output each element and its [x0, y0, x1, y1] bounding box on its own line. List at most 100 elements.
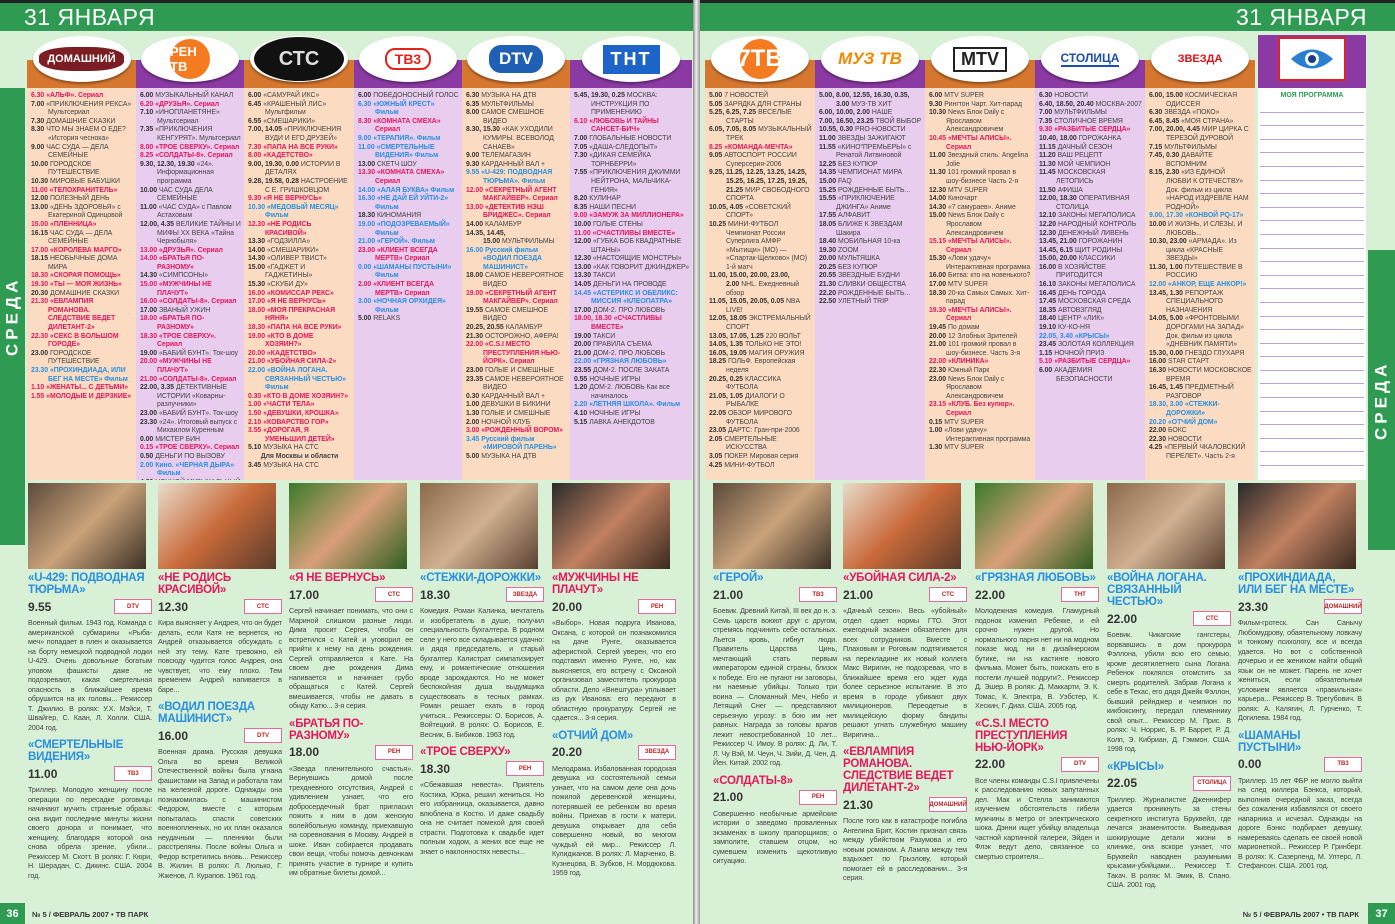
schedule-item[interactable]: 10.30, 23.00 «АРМАДА». Из цикла «КРАСНЫЕ …	[1149, 238, 1252, 264]
schedule-item[interactable]: 10.30 МИРОВЫЕ БАБУШКИ	[31, 178, 133, 187]
schedule-item[interactable]: 14.00 «АЛАЯ БУКВА» Фильм	[358, 187, 459, 196]
schedule-item[interactable]: 0.15 «ТРОЕ СВЕРХУ». Сериал	[140, 444, 241, 453]
schedule-item[interactable]: 18.30 «ПАПА НА ВСЕ РУКИ»	[248, 324, 351, 333]
schedule-item[interactable]: 22.20 РОЖДЕННЫЕ БЫТЬ...	[819, 290, 922, 299]
schedule-item[interactable]: 16.30 НОВОСТИ МОСКОВСКОЕ ВРЕМЯ	[1149, 367, 1252, 384]
schedule-item[interactable]: 18.30 «СКОРАЯ ПОМОЩЬ»	[31, 272, 133, 281]
schedule-item[interactable]: 20.25 БЕЗ КУПЮР	[819, 264, 922, 273]
channel-logo[interactable]: 7ТВ	[711, 36, 809, 82]
schedule-item[interactable]: 21.00 «СОЛДАТЫ-8». Сериал	[140, 376, 241, 385]
schedule-item[interactable]: 18.30 КИНОМАНИЯ	[358, 212, 459, 221]
schedule-item[interactable]: 18.15 НЕОБЫЧНЫЕ ДОМА МИРА	[31, 255, 133, 272]
schedule-item[interactable]: 0.00 «ШАМАНЫ ПУСТЫНИ» Фильм	[358, 264, 459, 281]
schedule-item[interactable]: 23.35 САМОЕ НЕВЕРОЯТНОЕ ВИДЕО	[466, 376, 567, 393]
my-program-line[interactable]	[1260, 398, 1364, 412]
schedule-item[interactable]: 9.00 ЧАС СУДА — ДЕЛА СЕМЕЙНЫЕ	[31, 144, 133, 161]
schedule-item[interactable]: 9.55 «U-429: ПОДВОДНАЯ ТЮРЬМА». Фильм	[466, 169, 567, 186]
schedule-item[interactable]: 23.30 «ПРОХИНДИАДА, ИЛИ БЕГ НА МЕСТЕ» Фил…	[31, 367, 133, 384]
schedule-item[interactable]: 8.25 «СОЛДАТЫ-8». Сериал	[140, 152, 241, 161]
schedule-item[interactable]: 11.20 ВАШ РЕЦЕПТ	[1039, 152, 1142, 161]
schedule-item[interactable]: 23.15 «КЛУБ. Без купюр». Сериал	[929, 401, 1032, 418]
schedule-item[interactable]: 6.35 МУЛЬТФИЛЬМЫ	[466, 101, 567, 110]
review-title[interactable]: «СТЕЖКИ-ДОРОЖКИ»	[420, 572, 541, 584]
schedule-item[interactable]: 0.30 «КТО В ДОМЕ ХОЗЯИН?»	[248, 393, 351, 402]
schedule-item[interactable]: 2.10 «КОВАРСТВО ГОР»	[248, 419, 351, 428]
schedule-item[interactable]: 14.45, 6.15 ЩИТ РОДИНЫ	[1039, 247, 1142, 256]
schedule-item[interactable]: 18.40 МОБИЛЬНАЯ 10-ка	[819, 238, 922, 247]
my-program-line[interactable]	[1260, 452, 1364, 467]
schedule-item[interactable]: 3.55 «ДОРОГАЯ, Я УМЕНЬШИЛ ДЕТЕЙ»	[248, 427, 351, 444]
schedule-item[interactable]: 15.55 «ПРИКЛЮЧЕНИЕ ДЖИНГА» Аниме	[819, 195, 922, 212]
review-title[interactable]: «УБОЙНАЯ СИЛА-2»	[843, 572, 957, 584]
schedule-item[interactable]: 11.00 «СМЕРТЕЛЬНЫЕ ВИДЕНИЯ» Фильм	[358, 144, 459, 161]
schedule-item[interactable]: 18.00 САМОЕ НЕВЕРОЯТНОЕ ВИДЕО	[466, 272, 567, 289]
schedule-item[interactable]: 13.00 «ДЕНЬ ЗДОРОВЬЯ» с Екатериной Одинцо…	[31, 204, 133, 221]
schedule-item[interactable]: 15.15 «МЕЧТЫ АЛИСЫ». Сериал	[929, 238, 1032, 255]
schedule-item[interactable]: 20.25, 0.25 КЛАССИКА ФУТБОЛА	[709, 376, 812, 393]
schedule-item[interactable]: 6.00 МУЗЫКАЛЬНЫЙ КАНАЛ	[140, 92, 241, 101]
schedule-item[interactable]: 5.10 МУЗЫКА НА СТС	[248, 444, 351, 453]
my-program-line[interactable]	[1260, 289, 1364, 303]
schedule-item[interactable]: 6.00 MTV SUPER	[929, 92, 1032, 101]
review-title[interactable]: «МУЖЧИНЫ НЕ ПЛАЧУТ»	[552, 572, 639, 596]
schedule-item[interactable]: 9.25, 11.25, 12.25, 13.25, 14.25, 15.25,…	[709, 169, 812, 203]
schedule-item[interactable]: 7.45, 0.30 ДАВАЙТЕ ВСПОМНИМ	[1149, 152, 1252, 169]
schedule-item[interactable]: 20.00 «КАДЕТСТВО»	[248, 350, 351, 359]
schedule-item[interactable]: 7.00 ГЛОБАЛЬНЫЕ НОВОСТИ	[574, 135, 689, 144]
schedule-item[interactable]: 22.30 «СЕКС В БОЛЬШОМ ГОРОДЕ»	[31, 333, 133, 350]
my-program-line[interactable]	[1260, 262, 1364, 276]
schedule-item[interactable]: 14.35 ЧЕМПИОНАТ МИРА	[819, 169, 922, 178]
schedule-item[interactable]: 8.00 «ТРОЕ СВЕРХУ». Сериал	[140, 144, 241, 153]
schedule-item[interactable]: 1.20 ДОМ-2. ЛЮБОВЬ Как все начиналось	[574, 384, 689, 401]
schedule-item[interactable]: 7.05 «ДАША-СЛЕДОПЫТ»	[574, 144, 689, 153]
schedule-item[interactable]: 21.00 101 громкий провал в шоу-бизнесе. Ч…	[929, 341, 1032, 358]
schedule-item[interactable]: 0.30 КАРДАННЫЙ ВАЛ +	[466, 393, 567, 402]
schedule-item[interactable]: 21.00 «ГЕРОЙ». Фильм	[358, 238, 459, 247]
schedule-item[interactable]: 19.10 КУ-КО-НЯ	[1039, 324, 1142, 333]
my-program-line[interactable]	[1260, 371, 1364, 385]
my-program-line[interactable]	[1260, 153, 1364, 167]
schedule-item[interactable]: 10.00 ЧАС СУДА ДЕЛА СЕМЕЙНЫЕ	[140, 187, 241, 204]
schedule-item[interactable]: 18.00, 18.30 «СЧАСТЛИВЫ ВМЕСТЕ»	[574, 315, 689, 332]
schedule-item[interactable]: 13.00 «ДРУЗЬЯ». Сериал	[140, 247, 241, 256]
schedule-item[interactable]: 12.10 ЗАКОНЫ МЕГАПОЛИСА	[1039, 212, 1142, 221]
schedule-item[interactable]: 12.00, 4.35 ВЕЛИКИЕ ТАЙНЫ И МИФЫ XX ВЕКА …	[140, 221, 241, 247]
schedule-item[interactable]: 14.00 КАЛАМБУР	[466, 221, 567, 230]
schedule-item[interactable]: 17.00 ЗВАНЫЙ УЖИН	[140, 307, 241, 316]
channel-logo[interactable]: МУЗ ТВ	[821, 36, 919, 82]
schedule-item[interactable]: 20.00 МУЛЬТЯШКА	[819, 255, 922, 264]
schedule-item[interactable]: 5.25, 6.25, 7.25 ВЕСЕЛЫЕ СТАРТЫ	[709, 109, 812, 126]
schedule-item[interactable]: 6.30 «АЛЬФ». Сериал	[31, 92, 133, 101]
schedule-item[interactable]: 16.45, 1.45 ПРЕДМЕТНЫЙ РАЗГОВОР	[1149, 384, 1252, 401]
schedule-item[interactable]: 1.00 ДЕВУШКИ В БИКИНИ	[466, 401, 567, 410]
schedule-item[interactable]: Для Москвы и области	[248, 453, 351, 462]
schedule-item[interactable]: 7.35 «ПРИКЛЮЧЕНИЯ КЕНГУРЯТ». Мультсериал	[140, 126, 241, 143]
schedule-item[interactable]: 9.30, 12.30, 19.30 «24». Информационная п…	[140, 161, 241, 187]
schedule-item[interactable]: 10.00 ГОРОДСКОЕ ПУТЕШЕСТВИЕ	[31, 161, 133, 178]
schedule-item[interactable]: 12.30 «НЕ РОДИСЬ КРАСИВОЙ»	[248, 221, 351, 238]
schedule-item[interactable]: 6.55 «СМЕШАРИКИ»	[248, 118, 351, 127]
my-program-line[interactable]	[1260, 249, 1364, 263]
schedule-item[interactable]: 6.00 ПОБЕДОНОСНЫЙ ГОЛОС	[358, 92, 459, 101]
schedule-item[interactable]: 5.00 RELAKS	[358, 315, 459, 324]
channel-logo[interactable]: СТОЛИЦА	[1041, 36, 1139, 82]
schedule-item[interactable]: 11.00 ЗВЕЗДЫ ЗАЖИГАЮТ	[819, 135, 922, 144]
schedule-item[interactable]: 7.35 СТОЛИЧНОЕ ВРЕМЯ	[1039, 118, 1142, 127]
schedule-item[interactable]: 2.00 Кино. «ЧЕРНАЯ ДЫРА» Фильм	[140, 462, 241, 479]
schedule-item[interactable]: 10.30 News Блок Daily с Ярославом Алексан…	[929, 109, 1032, 135]
my-program-line[interactable]	[1260, 317, 1364, 331]
schedule-item[interactable]: 7.00, 16.50, 23.25 ТВОЙ ВЫБОР	[819, 118, 922, 127]
schedule-item[interactable]: 22.00 «ГРЯЗНАЯ ЛЮБОВЬ»	[574, 358, 689, 367]
schedule-item[interactable]: 15.00 «МУЖЧИНЫ НЕ ПЛАЧУТ»	[140, 281, 241, 298]
my-program-line[interactable]	[1260, 126, 1364, 140]
schedule-item[interactable]: 6.45 «КРАШЕНЫЙ ЛИС» Мультфильм	[248, 101, 351, 118]
schedule-item[interactable]: 22.50 УЛЕТНЫЙ TRIP	[819, 298, 922, 307]
review-title[interactable]: «СМЕРТЕЛЬНЫЕ ВИДЕНИЯ»	[28, 739, 124, 763]
schedule-item[interactable]: 11.30, 1.00 ПУТЕШЕСТВИЕ В РОССИЮ	[1149, 264, 1252, 281]
schedule-item[interactable]: 15.00, 20.00 КЛАССИКИ	[1039, 255, 1142, 264]
schedule-item[interactable]: 9.30 КАРДАННЫЙ ВАЛ +	[466, 161, 567, 170]
schedule-item[interactable]: 6.00 АКАДЕМИЯ БЕЗОПАСНОСТИ	[1039, 367, 1142, 384]
schedule-item[interactable]: 7.30 «ДИКАЯ СЕМЕЙКА ТОРНБЕРРИ»	[574, 152, 689, 169]
schedule-item[interactable]: 11.30 МОЙ ЧЕМПИОН	[1039, 161, 1142, 170]
schedule-item[interactable]: 0.00 МИСТЕР БИН	[140, 436, 241, 445]
